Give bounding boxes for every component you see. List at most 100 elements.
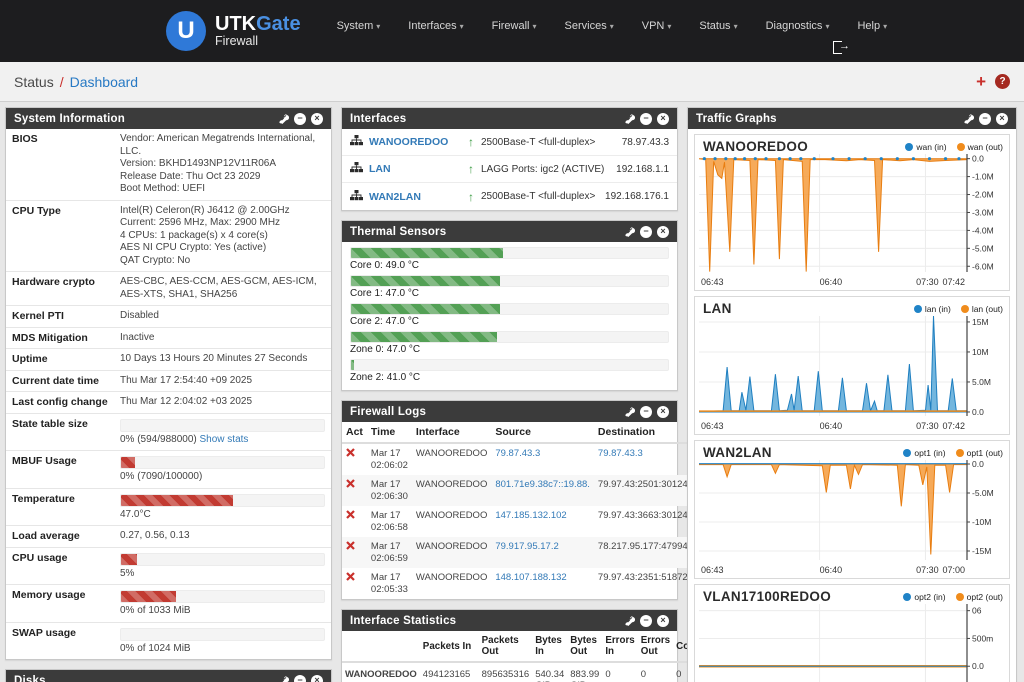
close-icon[interactable]: ×: [311, 674, 323, 682]
interface-name-link[interactable]: LAN: [369, 163, 391, 175]
sign-out-icon[interactable]: →: [833, 40, 850, 54]
legend-item[interactable]: opt2 (out): [955, 591, 1003, 602]
chevron-down-icon: ▾: [459, 22, 464, 31]
menu-item-services[interactable]: Services ▾: [564, 20, 614, 32]
block-icon[interactable]: [346, 479, 355, 492]
interface-statistics-panel: Interface Statistics − × Packets In Packet…: [341, 609, 706, 682]
minimize-icon[interactable]: −: [640, 405, 652, 418]
row-value: Disabled: [118, 306, 331, 327]
menu-item-status[interactable]: Status ▾: [699, 20, 738, 32]
legend-item[interactable]: opt1 (out): [955, 448, 1003, 458]
source-link[interactable]: 79.917.95.17.2: [495, 541, 559, 552]
interface-ip: 192.168.176.1: [605, 191, 669, 202]
source-link[interactable]: 801.71e9.38c7::19.88.: [495, 479, 590, 490]
row-label: State table size: [12, 417, 88, 430]
stats-value: 883.99 GiB: [567, 661, 603, 682]
row-label: Memory usage: [12, 589, 86, 601]
legend-label: wan (in): [916, 141, 947, 152]
wrench-icon[interactable]: [624, 113, 635, 124]
menu-item-help[interactable]: Help ▾: [857, 20, 888, 32]
wrench-icon[interactable]: [624, 226, 635, 237]
wrench-icon[interactable]: [624, 615, 635, 626]
menu-item-firewall[interactable]: Firewall ▾: [491, 20, 537, 32]
close-icon[interactable]: ×: [657, 614, 669, 627]
wrench-icon[interactable]: [624, 406, 635, 417]
close-icon[interactable]: ×: [657, 225, 669, 238]
log-interface: WANOOREDOO: [415, 572, 488, 583]
source-link[interactable]: 147.185.132.102: [495, 510, 567, 521]
close-icon[interactable]: ×: [311, 112, 323, 125]
value-line: Thu Mar 12 2:04:02 +03 2025: [120, 396, 253, 407]
row-value: 5%: [118, 548, 331, 585]
interface-name-link[interactable]: WANOOREDOO: [369, 136, 449, 148]
progress-bar: [120, 627, 325, 641]
legend-item[interactable]: wan (in): [905, 141, 947, 152]
block-icon[interactable]: [346, 572, 355, 585]
legend-item[interactable]: opt1 (in): [903, 448, 946, 458]
menu-item-vpn[interactable]: VPN ▾: [641, 20, 672, 32]
legend-dot-icon: [903, 592, 912, 601]
legend-item[interactable]: wan (out): [956, 142, 1003, 152]
block-icon[interactable]: [346, 541, 355, 554]
source-link[interactable]: 79.87.43.3: [495, 448, 541, 459]
graph-canvas[interactable]: 15M 10M 5.0M 0.0: [698, 315, 1009, 417]
interface-statistics-table: Packets In Packets Out Bytes In Bytes Out Er…: [342, 631, 706, 682]
row-value: 0.27, 0.56, 0.13: [118, 526, 331, 547]
close-icon[interactable]: ×: [996, 112, 1008, 125]
minimize-icon[interactable]: −: [640, 112, 652, 125]
close-icon[interactable]: ×: [657, 405, 669, 418]
legend-item[interactable]: opt2 (in): [903, 591, 946, 602]
interface-row: LAN ↑ LAGG Ports: igc2 (ACTIVE) 192.168.1.1: [342, 156, 677, 183]
minimize-icon[interactable]: −: [979, 112, 991, 125]
wrench-icon[interactable]: [278, 113, 289, 124]
help-icon[interactable]: ?: [995, 74, 1010, 89]
system-info-row: Last config change Thu Mar 12 2:04:02 +03…: [6, 392, 331, 414]
close-icon[interactable]: ×: [657, 112, 669, 125]
value-line: Current: 2596 MHz, Max: 2900 MHz: [120, 217, 281, 228]
column-header: Destination: [593, 422, 692, 444]
svg-text:-10M: -10M: [972, 517, 991, 527]
graph-canvas[interactable]: 0.0 -5.0M -10M -15M: [698, 459, 1009, 560]
x-tick-label: 06:43: [701, 565, 724, 575]
legend-label: opt2 (out): [966, 591, 1003, 602]
show-states-link[interactable]: Show stats: [199, 433, 249, 445]
minimize-icon[interactable]: −: [640, 614, 652, 627]
add-widget-button[interactable]: +: [976, 72, 986, 91]
network-icon: [350, 133, 363, 151]
brand[interactable]: U UTKGate Firewall: [166, 11, 301, 51]
legend-item[interactable]: lan (out): [960, 304, 1003, 314]
source-link[interactable]: 148.107.188.132: [495, 572, 567, 583]
wrench-icon[interactable]: [963, 113, 974, 124]
log-interface: WANOOREDOO: [411, 537, 492, 568]
svg-text:5.0M: 5.0M: [972, 377, 991, 387]
graph-legend: wan (in) wan (out): [905, 142, 1003, 152]
row-label: BIOS: [12, 133, 38, 145]
x-tick-label: 06:40: [819, 277, 843, 287]
interface-detail: LAGG Ports: igc2 (ACTIVE): [481, 163, 605, 175]
column-middle: Interfaces − × WANOOREDOO ↑ 2500Base-T <ful…: [341, 107, 706, 682]
minimize-icon[interactable]: −: [294, 674, 306, 682]
system-info-row: Hardware crypto AES-CBC, AES-CCM, AES-GCM…: [6, 272, 331, 306]
menu-item-diagnostics[interactable]: Diagnostics ▾: [765, 20, 830, 32]
legend-item[interactable]: lan (in): [913, 304, 951, 314]
destination-link[interactable]: 79.87.43.3: [597, 448, 643, 459]
minimize-icon[interactable]: −: [640, 225, 652, 238]
row-label: CPU usage: [12, 551, 68, 564]
system-info-row: MBUF Usage 0% (7090/100000): [6, 451, 331, 489]
menu-item-system[interactable]: System ▾: [336, 20, 381, 32]
brand-gate: Gate: [256, 12, 301, 35]
block-icon[interactable]: [346, 510, 355, 523]
breadcrumb-page[interactable]: Dashboard: [69, 73, 139, 90]
interface-name-link[interactable]: WAN2LAN: [369, 190, 421, 203]
block-icon[interactable]: [346, 448, 355, 461]
minimize-icon[interactable]: −: [294, 112, 306, 125]
value-line: Inactive: [120, 331, 155, 343]
wrench-icon[interactable]: [278, 675, 289, 682]
column-header: Bytes Out: [567, 631, 603, 663]
progress-text: 5%: [120, 567, 135, 579]
legend-label: opt2 (in): [914, 591, 946, 602]
graph-canvas[interactable]: 0.0 -1.0M -2.0M -3.0M -4.0M -5.0M -6.0M: [698, 154, 1009, 272]
breadcrumb-section[interactable]: Status: [14, 73, 54, 90]
menu-item-interfaces[interactable]: Interfaces ▾: [408, 20, 464, 32]
